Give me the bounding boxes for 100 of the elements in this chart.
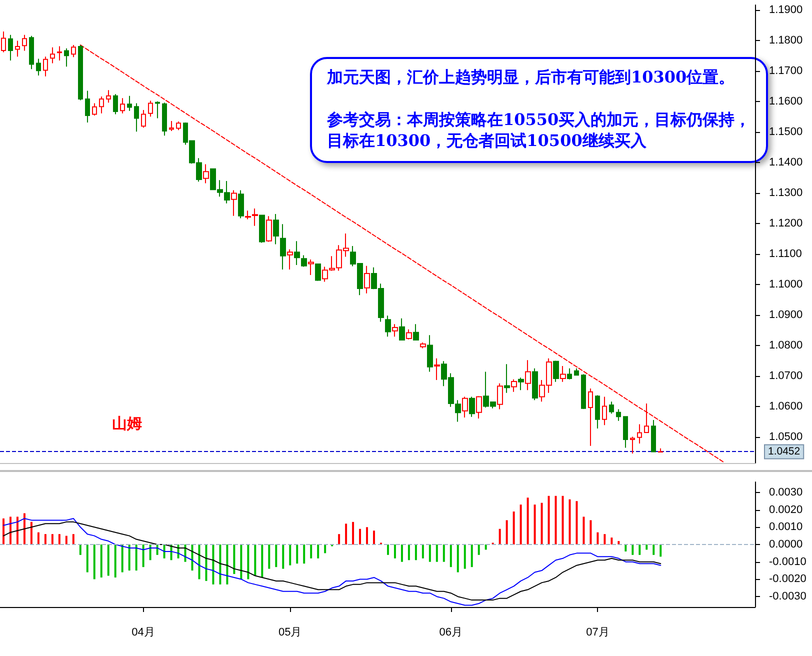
candlestick [462,396,468,418]
candlestick [148,100,153,118]
candlestick [560,365,566,382]
bar [540,502,543,544]
candlestick [57,46,62,62]
candlestick [15,40,20,58]
y-tick-label: 1.0900 [769,309,803,322]
candlestick [301,254,307,268]
candlestick [106,90,111,104]
bar [442,544,445,562]
bar [450,544,452,568]
candlestick [532,368,538,401]
bar [261,544,264,578]
bar [65,536,68,544]
candlestick [252,208,258,226]
bar [30,522,32,544]
bar [400,544,403,562]
bar [610,538,613,544]
candlestick [99,96,104,114]
bar [646,544,648,550]
candlestick [588,388,593,446]
candlestick [609,401,614,414]
bar [478,544,480,555]
candlestick [567,368,572,380]
candlestick [203,164,209,184]
bar [254,544,256,576]
bar [303,544,306,564]
bar [79,544,82,555]
bar [142,544,144,568]
bar [310,544,312,558]
candlestick [315,262,321,282]
y-tick-label: 1.1800 [769,34,803,46]
bar [247,544,250,580]
candlestick [273,214,279,245]
candlestick [29,35,34,70]
y-tick-label: -0.0020 [769,573,806,586]
candlestick [413,324,419,341]
bar [16,516,18,544]
candlestick [581,374,586,410]
bar [422,544,424,558]
bar [23,513,26,544]
candlestick [8,34,13,62]
y-tick-label: 1.1600 [769,95,803,108]
bar [135,544,138,571]
candlestick [406,328,412,340]
candlestick [259,214,265,244]
bar [149,544,152,560]
bar [562,496,564,544]
y-tick-label: 0.0030 [769,486,803,498]
bar [386,544,389,555]
candlestick [120,98,125,114]
y-tick-label: 1.1700 [769,64,803,77]
candlestick [92,102,97,116]
candlestick [231,190,237,216]
candlestick [134,102,139,132]
candlestick [420,342,426,349]
candlestick [238,190,244,219]
bar [576,501,578,544]
y-tick-label: 1.1500 [769,126,803,138]
bar [436,544,438,562]
bar [512,512,515,544]
annotation: 山姆 [112,414,142,432]
x-tick-label: 05月 [278,626,302,638]
candlestick [637,424,642,444]
bar [219,544,222,584]
bar [345,524,348,544]
candlestick [602,396,607,426]
y-tick-label: 1.1900 [769,4,803,16]
bar [534,504,536,544]
bar [2,518,4,544]
candlestick [169,120,174,132]
candlestick [623,416,628,448]
bar [652,544,655,555]
bar [638,544,641,555]
bar [582,516,585,544]
y-tick-label: 1.0600 [769,400,803,413]
candlestick [294,240,300,266]
candlestick [595,394,600,430]
bar [9,516,12,544]
bar [373,530,376,544]
y-tick-label: 1.0800 [769,340,803,352]
candlestick [630,436,635,454]
candlestick [364,265,370,294]
x-tick-label: 04月 [132,626,155,638]
bar [352,522,354,544]
bar [44,534,46,544]
candlestick [155,100,160,119]
candlestick [651,419,656,452]
candlestick [1,31,6,53]
candlestick [287,248,293,270]
bar [484,544,487,550]
bar [660,544,662,557]
bar [624,544,627,552]
candlestick [399,318,405,341]
y-tick-label: 1.1300 [769,186,803,199]
ref-line-label: 1.0452 [768,446,800,458]
candlestick [525,360,531,391]
candlestick [616,408,621,422]
candlestick [71,44,76,58]
bar [604,534,606,544]
